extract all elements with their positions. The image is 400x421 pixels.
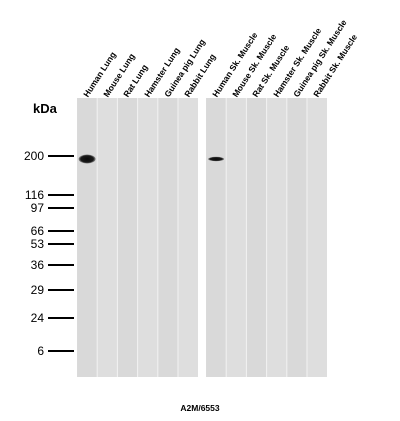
lane bbox=[77, 98, 97, 377]
lane bbox=[118, 98, 137, 377]
marker-label: 200 bbox=[23, 149, 44, 163]
lane bbox=[287, 98, 307, 377]
marker-label: 53 bbox=[30, 237, 44, 251]
marker-label: 24 bbox=[30, 311, 44, 325]
marker-label: 116 bbox=[24, 188, 44, 202]
marker-label: 36 bbox=[30, 258, 44, 272]
protein-band bbox=[78, 154, 96, 164]
lane bbox=[138, 98, 158, 377]
lane bbox=[158, 98, 178, 377]
marker-label: 97 bbox=[30, 201, 44, 215]
antibody-label: A2M/6553 bbox=[180, 403, 220, 413]
lane bbox=[97, 98, 117, 377]
protein-band bbox=[208, 156, 225, 162]
lane bbox=[307, 98, 327, 377]
marker-label: 66 bbox=[30, 224, 44, 238]
lane bbox=[178, 98, 198, 377]
lane bbox=[206, 98, 226, 377]
lane bbox=[267, 98, 287, 377]
kda-unit-label: kDa bbox=[33, 101, 57, 116]
lane bbox=[247, 98, 266, 377]
marker-label: 6 bbox=[37, 344, 44, 358]
lane bbox=[226, 98, 246, 377]
marker-label: 29 bbox=[30, 283, 44, 297]
